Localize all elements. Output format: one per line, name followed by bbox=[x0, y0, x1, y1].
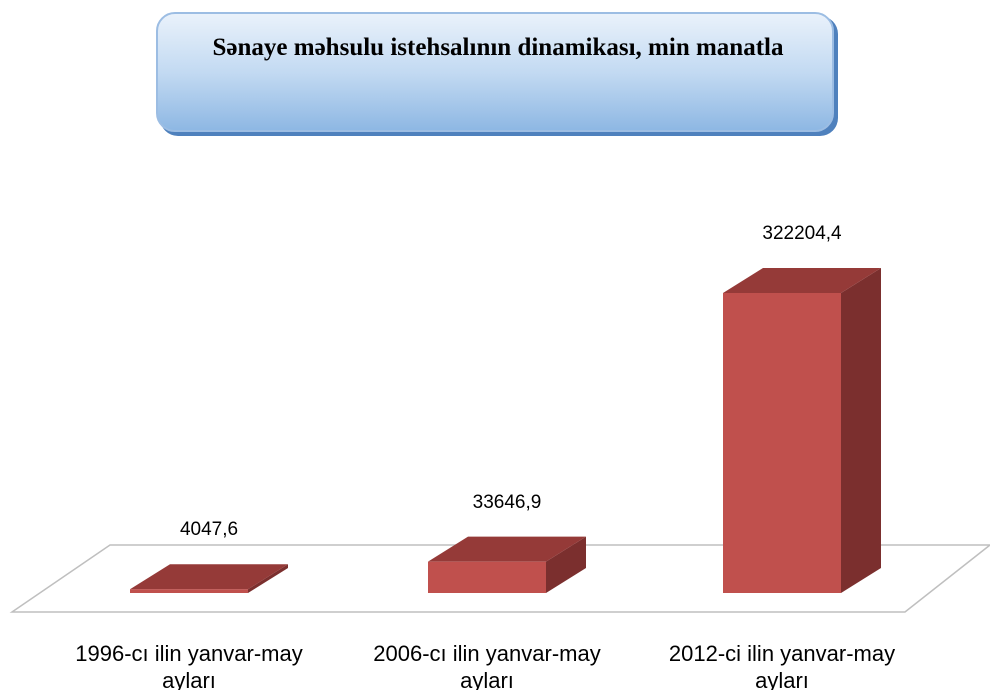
x-tick-label: 1996-cı ilin yanvar-may ayları bbox=[75, 641, 303, 690]
x-tick-label: 2006-cı ilin yanvar-may ayları bbox=[373, 641, 601, 690]
bar bbox=[130, 589, 248, 593]
title-box bbox=[156, 12, 834, 132]
chart-title: Sənaye məhsulu istehsalının dinamikası, … bbox=[212, 34, 784, 61]
value-label: 4047,6 bbox=[179, 519, 239, 541]
bars bbox=[130, 268, 881, 593]
bar bbox=[428, 561, 546, 593]
value-label: 322204,4 bbox=[762, 223, 842, 244]
bar-side bbox=[841, 268, 881, 593]
bar-side bbox=[546, 536, 586, 593]
bar-top bbox=[723, 268, 881, 293]
bar-top bbox=[428, 536, 586, 562]
bar bbox=[723, 293, 841, 593]
x-tick-label: 2012-ci ilin yanvar-may ayları bbox=[668, 641, 896, 690]
value-label: 33646,9 bbox=[472, 491, 542, 513]
bar-side bbox=[248, 564, 288, 593]
bar-top bbox=[130, 564, 288, 590]
